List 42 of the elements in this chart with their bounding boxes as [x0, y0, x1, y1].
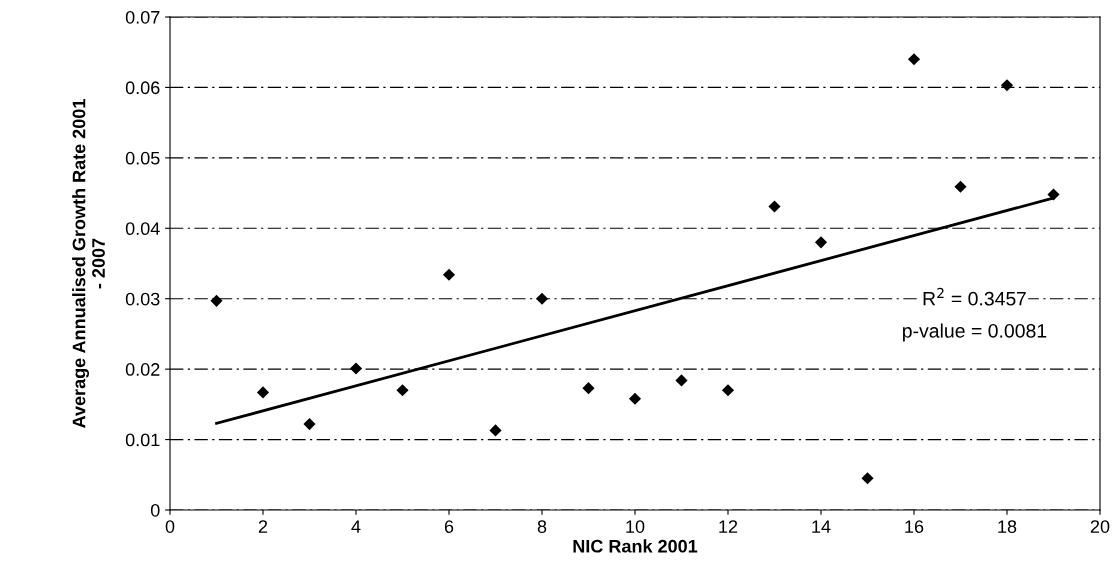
point [768, 200, 781, 213]
point [861, 472, 874, 485]
y-tick-label: 0.02 [125, 363, 160, 376]
y-tick-label: 0 [150, 503, 160, 517]
point [256, 386, 270, 399]
point [303, 418, 316, 431]
point [814, 236, 828, 249]
x-tick-label: 4 [351, 520, 361, 533]
x-tick-label: 18 [998, 520, 1017, 533]
y-axis-title: Average Annualised Growth Rate 2001 - 2007 [72, 99, 105, 428]
point [1000, 79, 1014, 92]
point [907, 53, 921, 66]
x-tick-label: 0 [165, 520, 175, 533]
y-tick-label: 0.04 [125, 222, 160, 236]
y-tick-label: 0.03 [125, 292, 160, 306]
point [396, 384, 409, 397]
point [210, 294, 223, 307]
point [721, 384, 735, 397]
y-tick-label: 0.07 [125, 10, 160, 24]
x-tick-label: 10 [626, 520, 645, 533]
point [442, 268, 456, 281]
annotation: R$^{2}$ = 0.3457 [923, 287, 1026, 306]
x-tick-label: 8 [537, 520, 547, 533]
y-tick-label: 0.01 [125, 433, 160, 447]
annotation: p-value = 0.0081 [903, 323, 1047, 342]
point [489, 424, 502, 437]
point [628, 392, 642, 405]
point [535, 292, 549, 305]
point [349, 362, 363, 375]
point [675, 374, 688, 387]
x-tick-label: 2 [258, 520, 268, 533]
x-axis-title: NIC Rank 2001 [573, 539, 698, 553]
x-tick-label: 12 [719, 520, 738, 533]
x-tick-label: 14 [812, 520, 831, 533]
point [954, 180, 967, 193]
y-tick-label: 0.06 [125, 81, 160, 95]
x-tick-label: 16 [905, 520, 924, 533]
x-tick-label: 6 [444, 520, 454, 533]
point [582, 382, 595, 395]
x-tick-label: 20 [1090, 520, 1110, 533]
y-tick-label: 0.05 [125, 151, 160, 165]
point [1047, 188, 1060, 201]
